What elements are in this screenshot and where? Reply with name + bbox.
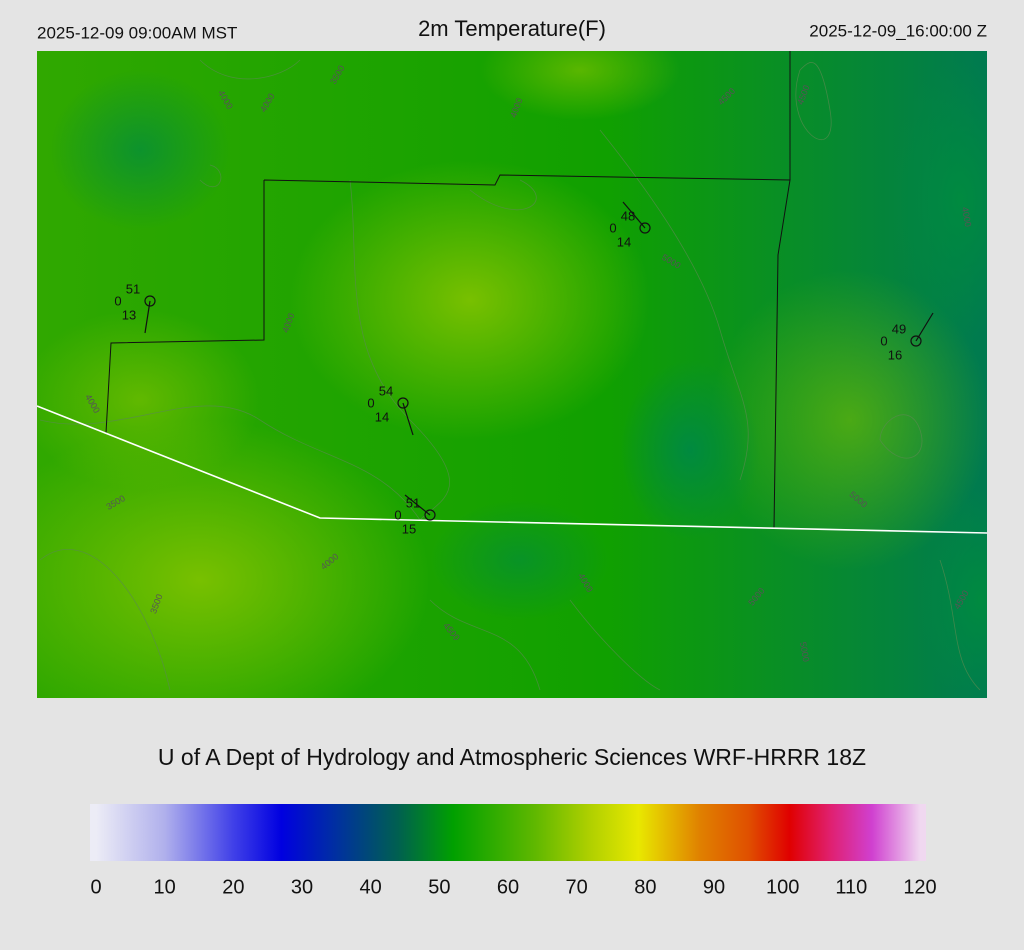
colorbar-ticks: 0 10 20 30 40 50 60 70 80 90 100 110 120: [90, 876, 936, 898]
contour: [39, 405, 421, 521]
wind-barb: [622, 201, 646, 229]
contour-label: 5000: [798, 641, 811, 662]
contours: [39, 59, 981, 691]
warm-area: [37, 310, 260, 490]
dewpoint: 13: [122, 307, 136, 322]
warm-area: [710, 270, 987, 570]
contour: [199, 59, 301, 80]
colorbar-tick-label: 50: [428, 876, 450, 898]
colorbar-tick-label: 70: [566, 876, 588, 898]
wind-speed: 0: [394, 507, 401, 522]
county-border: [105, 51, 791, 529]
wind-speed: 0: [609, 220, 616, 235]
wind-speed: 0: [880, 333, 887, 348]
wind-speed: 0: [367, 395, 374, 410]
contour: [795, 62, 832, 141]
contour: [599, 129, 749, 481]
cool-area: [920, 490, 987, 698]
warm-area: [290, 160, 650, 440]
valid-utc-time: 2025-12-09_16:00:00 Z: [809, 21, 987, 40]
contour: [879, 414, 923, 459]
colorbar-tick-label: 100: [766, 876, 799, 898]
credit: U of A Dept of Hydrology and Atmospheric…: [158, 744, 866, 770]
map-title: 2m Temperature(F): [418, 16, 606, 41]
dewpoint: 15: [402, 521, 416, 536]
cool-area: [430, 500, 610, 620]
cool-area: [620, 360, 760, 540]
colorbar-tick-label: 110: [835, 876, 867, 898]
temperature: 54: [379, 383, 393, 398]
contour: [569, 599, 661, 691]
station-circle: [144, 295, 156, 307]
contour: [939, 559, 981, 691]
contour-label: 4000: [960, 206, 973, 227]
colorbar-tick-label: 30: [291, 876, 313, 898]
temperature: 51: [126, 281, 140, 296]
colorbar-tick-label: 40: [360, 876, 382, 898]
state-border: [37, 405, 987, 534]
valid-local-time: 2025-12-09 09:00AM MST: [37, 23, 237, 42]
dewpoint: 16: [888, 347, 902, 362]
temperature: 51: [406, 495, 420, 510]
station-circle: [639, 222, 651, 234]
station-circle: [424, 509, 436, 521]
wind-speed: 0: [114, 293, 121, 308]
warm-area: [480, 51, 680, 120]
dewpoint: 14: [617, 234, 631, 249]
contour: [429, 599, 541, 691]
station-circle: [910, 335, 922, 347]
cool-area: [890, 60, 987, 340]
cool-area: [50, 70, 230, 230]
colorbar-tick-label: 60: [497, 876, 519, 898]
colorbar-tick-label: 80: [634, 876, 656, 898]
colorbar-tick-label: 90: [703, 876, 725, 898]
contour: [469, 179, 537, 211]
colorbar-tick-label: 10: [154, 876, 176, 898]
temperature: 48: [621, 208, 635, 223]
dewpoint: 14: [375, 409, 389, 424]
temperature: 49: [892, 321, 906, 336]
contour: [349, 179, 450, 521]
station-circle: [397, 397, 409, 409]
contour: [199, 164, 222, 188]
colorbar-tick-label: 20: [222, 876, 244, 898]
colorbar-tick-label: 0: [90, 876, 101, 898]
colorbar-tick-label: 120: [903, 876, 936, 898]
colorbar: [90, 804, 926, 861]
contour: [39, 549, 171, 691]
